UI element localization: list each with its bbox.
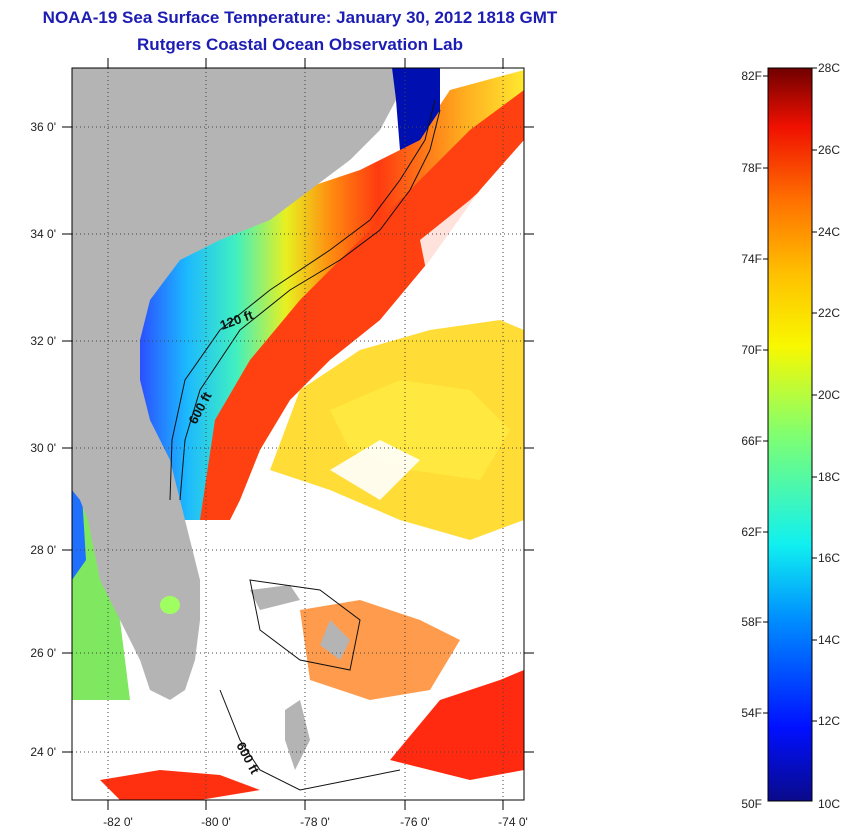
map-ticks bbox=[62, 58, 534, 810]
colorbar-ticks bbox=[763, 67, 817, 722]
lon-label: -74 0' bbox=[498, 815, 528, 829]
colorbar-f-label: 82F bbox=[741, 69, 762, 83]
colorbar-f-label: 58F bbox=[741, 615, 762, 629]
lat-label: 26 0' bbox=[30, 646, 56, 660]
isobath-120ft bbox=[169, 99, 436, 501]
colorbar-f-label: 74F bbox=[741, 252, 762, 266]
colorbar-c-label: 26C bbox=[818, 143, 840, 157]
colorbar-f-label: 70F bbox=[741, 343, 762, 357]
isobath-600ft-south bbox=[219, 689, 401, 791]
colorbar-c-label: 10C bbox=[818, 797, 840, 811]
south-warm-water bbox=[390, 670, 524, 780]
isobath-600ft bbox=[179, 109, 441, 501]
bahamas-island bbox=[320, 620, 350, 660]
colorbar-c-label: 28C bbox=[818, 61, 840, 75]
chart-subtitle: Rutgers Coastal Ocean Observation Lab bbox=[137, 35, 463, 54]
lat-label: 32 0' bbox=[30, 334, 56, 348]
colorbar-c-label: 16C bbox=[818, 551, 840, 565]
bahamas-bank-contour bbox=[249, 579, 361, 671]
cuba-coast-water bbox=[100, 770, 260, 800]
us-landmass bbox=[72, 68, 396, 700]
bahamas-warm-water bbox=[300, 600, 460, 700]
lat-label: 30 0' bbox=[30, 441, 56, 455]
colorbar bbox=[767, 67, 813, 802]
cloud-cover-mid bbox=[330, 440, 420, 500]
andros-island bbox=[285, 700, 310, 770]
colorbar-c-label: 22C bbox=[818, 306, 840, 320]
map-grid bbox=[72, 68, 524, 800]
lat-label: 34 0' bbox=[30, 227, 56, 241]
colorbar-c-label: 20C bbox=[818, 388, 840, 402]
gulf-coastal-water bbox=[72, 490, 86, 580]
colorbar-f-label: 50F bbox=[741, 797, 762, 811]
cloud-cover-north bbox=[420, 150, 524, 310]
map-frame bbox=[71, 67, 525, 801]
map-area bbox=[72, 68, 524, 800]
colorbar-c-label: 18C bbox=[818, 470, 840, 484]
colorbar-c-label: 24C bbox=[818, 225, 840, 239]
colorbar-c-label: 12C bbox=[818, 714, 840, 728]
colorbar-f-label: 66F bbox=[741, 434, 762, 448]
colorbar-f-label: 54F bbox=[741, 706, 762, 720]
lat-label: 28 0' bbox=[30, 543, 56, 557]
colorbar-c-label: 14C bbox=[818, 633, 840, 647]
colorbar-f-label: 78F bbox=[741, 161, 762, 175]
lon-label: -80 0' bbox=[201, 815, 231, 829]
pamlico-sound-cold-water bbox=[392, 68, 440, 150]
lake-okeechobee bbox=[160, 596, 180, 614]
lat-label: 24 0' bbox=[30, 745, 56, 759]
colorbar-f-label: 62F bbox=[741, 525, 762, 539]
grand-bahama-island bbox=[250, 585, 300, 610]
lat-label: 36 0' bbox=[30, 120, 56, 134]
lon-label: -76 0' bbox=[400, 815, 430, 829]
lon-label: -82 0' bbox=[103, 815, 133, 829]
gulf-stream bbox=[200, 90, 524, 520]
lon-label: -78 0' bbox=[300, 815, 330, 829]
chart-title: NOAA-19 Sea Surface Temperature: January… bbox=[42, 8, 558, 27]
gulf-of-mexico-water bbox=[72, 490, 130, 700]
